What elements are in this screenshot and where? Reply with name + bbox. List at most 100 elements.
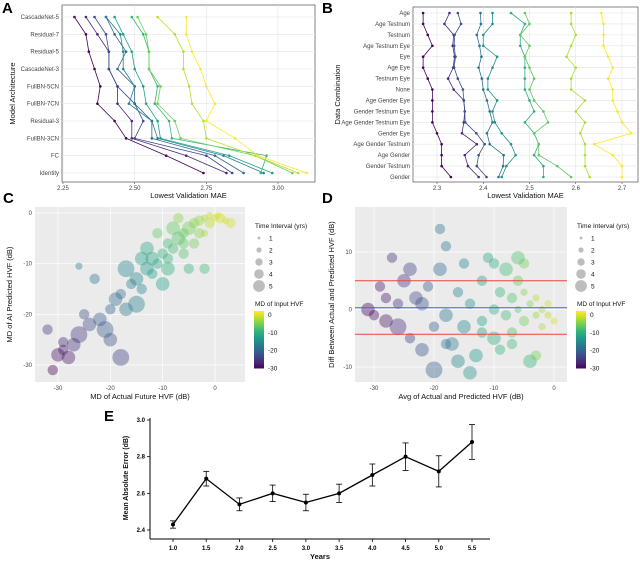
data-point bbox=[486, 77, 490, 80]
colorbar-segment bbox=[254, 320, 264, 323]
data-point bbox=[116, 102, 119, 105]
data-point bbox=[133, 137, 136, 140]
colorbar-label: -30 bbox=[590, 366, 600, 373]
data-point bbox=[611, 66, 615, 69]
scatter-point bbox=[550, 317, 558, 325]
x-tick-label: -30 bbox=[370, 386, 379, 392]
data-point bbox=[480, 55, 483, 59]
scatter-point bbox=[188, 217, 200, 229]
size-legend-label: 5 bbox=[591, 284, 595, 291]
series-1 bbox=[73, 15, 205, 175]
colorbar-segment bbox=[576, 341, 586, 344]
data-point bbox=[119, 33, 122, 36]
x-tick-label: 3.0 bbox=[302, 546, 311, 552]
data-point bbox=[475, 131, 478, 135]
y-category-label: FullBN-3CN bbox=[27, 136, 59, 142]
scatter-point bbox=[487, 331, 501, 346]
data-point bbox=[421, 55, 425, 59]
data-point bbox=[518, 44, 522, 48]
data-point bbox=[136, 15, 139, 19]
data-point bbox=[475, 142, 479, 146]
data-point bbox=[113, 15, 116, 19]
data-point bbox=[130, 137, 134, 140]
data-point bbox=[159, 85, 162, 88]
data-point bbox=[96, 33, 99, 36]
data-point bbox=[528, 88, 531, 91]
y-tick-label: 0 bbox=[349, 308, 353, 314]
colorbar-segment bbox=[576, 354, 586, 358]
color-legend: MD of Input HVF 0 -10 -20 -30 bbox=[576, 301, 625, 373]
data-point bbox=[98, 85, 102, 88]
y-category-label: CascadeNet-3 bbox=[21, 67, 60, 73]
scatter-point bbox=[518, 315, 530, 327]
colorbar-segment bbox=[576, 349, 586, 352]
data-point bbox=[523, 88, 527, 91]
data-point bbox=[620, 164, 624, 168]
scatter-point bbox=[145, 251, 159, 266]
scatter-point bbox=[66, 337, 81, 352]
data-point bbox=[463, 110, 467, 113]
scatter-point bbox=[544, 311, 552, 319]
data-point bbox=[431, 121, 434, 124]
colorbar-segment bbox=[576, 360, 586, 363]
colorbar-segment bbox=[254, 318, 264, 321]
y-category-label: Testnum Eye bbox=[375, 77, 410, 83]
scatter-point bbox=[415, 296, 429, 311]
colorbar-segment bbox=[576, 358, 586, 361]
x-tick-label: -10 bbox=[490, 386, 499, 392]
scatter-point bbox=[108, 292, 123, 306]
data-point bbox=[481, 33, 485, 37]
data-point bbox=[156, 15, 159, 19]
data-point bbox=[569, 77, 573, 80]
data-point bbox=[265, 154, 268, 157]
y-category-label: Age Testnum bbox=[375, 22, 410, 28]
scatter-point bbox=[469, 348, 483, 363]
data-point bbox=[443, 22, 446, 26]
data-point bbox=[270, 491, 275, 496]
colorbar-label: 0 bbox=[268, 312, 272, 319]
data-point bbox=[150, 137, 154, 140]
colorbar-segment bbox=[576, 318, 586, 321]
mae-line bbox=[172, 441, 473, 525]
colorbar-segment bbox=[254, 352, 264, 356]
scatter-point bbox=[386, 252, 398, 263]
colorbar-label: -10 bbox=[268, 330, 278, 337]
data-point bbox=[303, 500, 308, 505]
data-point bbox=[620, 121, 624, 124]
data-point bbox=[620, 175, 624, 179]
size-legend-key bbox=[579, 236, 583, 240]
x-tick-label: 2.0 bbox=[235, 546, 244, 552]
scatter-point bbox=[488, 304, 500, 315]
data-point bbox=[491, 22, 494, 26]
data-point bbox=[107, 50, 111, 53]
y-category-label: Age bbox=[399, 11, 410, 17]
data-point bbox=[477, 153, 480, 157]
colorbar-label: -20 bbox=[590, 348, 600, 355]
data-point bbox=[488, 142, 492, 146]
y-tick-label: -10 bbox=[343, 365, 352, 371]
scatter-point bbox=[162, 253, 174, 264]
series-line bbox=[476, 12, 505, 178]
size-legend-label: 3 bbox=[269, 260, 273, 267]
y-category-label: Testnum bbox=[387, 33, 410, 39]
scatter-point bbox=[51, 348, 65, 362]
data-point bbox=[486, 88, 490, 91]
series-line bbox=[105, 16, 244, 174]
data-point bbox=[456, 77, 460, 80]
colorbar-segment bbox=[254, 356, 264, 359]
data-point bbox=[485, 99, 489, 102]
scatter-point bbox=[188, 238, 200, 249]
scatter-points bbox=[42, 211, 236, 376]
data-point bbox=[173, 119, 177, 123]
data-point bbox=[518, 33, 522, 37]
y-category-label: FC bbox=[51, 154, 60, 160]
scatter-point bbox=[440, 241, 452, 252]
scatter-point bbox=[404, 333, 416, 344]
x-tick-label: 1.5 bbox=[202, 546, 211, 552]
colorbar-segment bbox=[254, 314, 264, 318]
scatter-point bbox=[488, 258, 500, 269]
colorbar-segment bbox=[254, 331, 264, 335]
colorbar-segment bbox=[576, 311, 586, 314]
data-point bbox=[505, 164, 508, 168]
data-point bbox=[253, 154, 257, 157]
